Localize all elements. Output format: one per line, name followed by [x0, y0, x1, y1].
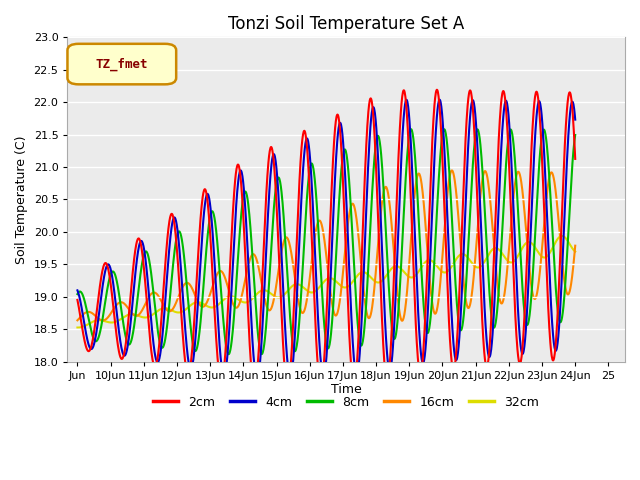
Title: Tonzi Soil Temperature Set A: Tonzi Soil Temperature Set A	[228, 15, 465, 33]
X-axis label: Time: Time	[331, 384, 362, 396]
FancyBboxPatch shape	[67, 44, 176, 84]
Text: TZ_fmet: TZ_fmet	[95, 57, 148, 71]
Y-axis label: Soil Temperature (C): Soil Temperature (C)	[15, 135, 28, 264]
Legend: 2cm, 4cm, 8cm, 16cm, 32cm: 2cm, 4cm, 8cm, 16cm, 32cm	[148, 391, 544, 414]
